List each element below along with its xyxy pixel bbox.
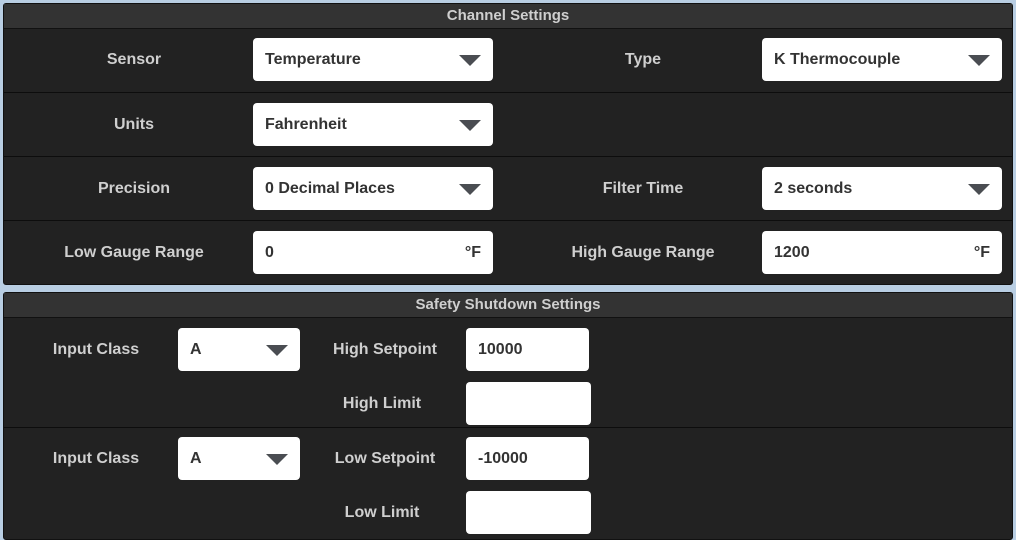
high-gauge-label: High Gauge Range: [571, 244, 715, 261]
low-setpoint-input[interactable]: -10000: [466, 437, 589, 480]
safety-shutdown-panel: Safety Shutdown Settings Input Class A H…: [3, 292, 1013, 540]
chevron-down-icon: [968, 55, 990, 66]
low-input-class-label: Input Class: [52, 450, 140, 467]
low-limit-label: Low Limit: [344, 504, 420, 521]
low-input-class-value: A: [190, 450, 202, 467]
units-label: Units: [114, 116, 154, 133]
high-gauge-input[interactable]: 1200 °F: [762, 231, 1002, 274]
low-gauge-unit: °F: [464, 244, 481, 261]
high-limit-input[interactable]: [466, 382, 591, 425]
high-gauge-value: 1200: [774, 244, 810, 261]
units-value: Fahrenheit: [265, 116, 347, 133]
filter-time-value: 2 seconds: [774, 180, 853, 197]
type-label: Type: [624, 51, 662, 68]
type-value: K Thermocouple: [774, 51, 901, 68]
high-limit-label: High Limit: [342, 395, 422, 412]
units-row: Units Fahrenheit: [4, 92, 1012, 157]
high-setpoint-input[interactable]: 10000: [466, 328, 589, 371]
filter-time-select[interactable]: 2 seconds: [762, 167, 1002, 210]
sensor-select[interactable]: Temperature: [253, 38, 493, 81]
type-select[interactable]: K Thermocouple: [762, 38, 1002, 81]
chevron-down-icon: [266, 454, 288, 465]
sensor-row: Sensor Temperature Type K Thermocouple: [4, 28, 1012, 92]
high-safety-row: Input Class A High Setpoint 10000 High L…: [4, 317, 1012, 427]
low-gauge-label: Low Gauge Range: [64, 244, 204, 261]
chevron-down-icon: [459, 184, 481, 195]
high-input-class-label: Input Class: [52, 341, 140, 358]
chevron-down-icon: [459, 120, 481, 131]
precision-value: 0 Decimal Places: [265, 180, 395, 197]
high-input-class-value: A: [190, 341, 202, 358]
low-limit-input[interactable]: [466, 491, 591, 534]
low-gauge-input[interactable]: 0 °F: [253, 231, 493, 274]
low-input-class-select[interactable]: A: [178, 437, 300, 480]
sensor-label: Sensor: [106, 51, 162, 68]
low-setpoint-label: Low Setpoint: [334, 450, 436, 467]
precision-label: Precision: [97, 180, 171, 197]
channel-settings-title: Channel Settings: [4, 4, 1012, 29]
high-input-class-select[interactable]: A: [178, 328, 300, 371]
gauge-range-row: Low Gauge Range 0 °F High Gauge Range 120…: [4, 220, 1012, 285]
sensor-value: Temperature: [265, 51, 361, 68]
chevron-down-icon: [459, 55, 481, 66]
low-safety-row: Input Class A Low Setpoint -10000 Low Li…: [4, 427, 1012, 540]
units-select[interactable]: Fahrenheit: [253, 103, 493, 146]
low-gauge-value: 0: [265, 244, 274, 261]
channel-settings-panel: Channel Settings Sensor Temperature Type…: [3, 3, 1013, 285]
high-setpoint-label: High Setpoint: [333, 341, 437, 358]
filter-time-label: Filter Time: [602, 180, 684, 197]
precision-select[interactable]: 0 Decimal Places: [253, 167, 493, 210]
safety-shutdown-title: Safety Shutdown Settings: [4, 293, 1012, 318]
high-gauge-unit: °F: [973, 244, 990, 261]
chevron-down-icon: [266, 345, 288, 356]
precision-row: Precision 0 Decimal Places Filter Time 2…: [4, 156, 1012, 221]
chevron-down-icon: [968, 184, 990, 195]
